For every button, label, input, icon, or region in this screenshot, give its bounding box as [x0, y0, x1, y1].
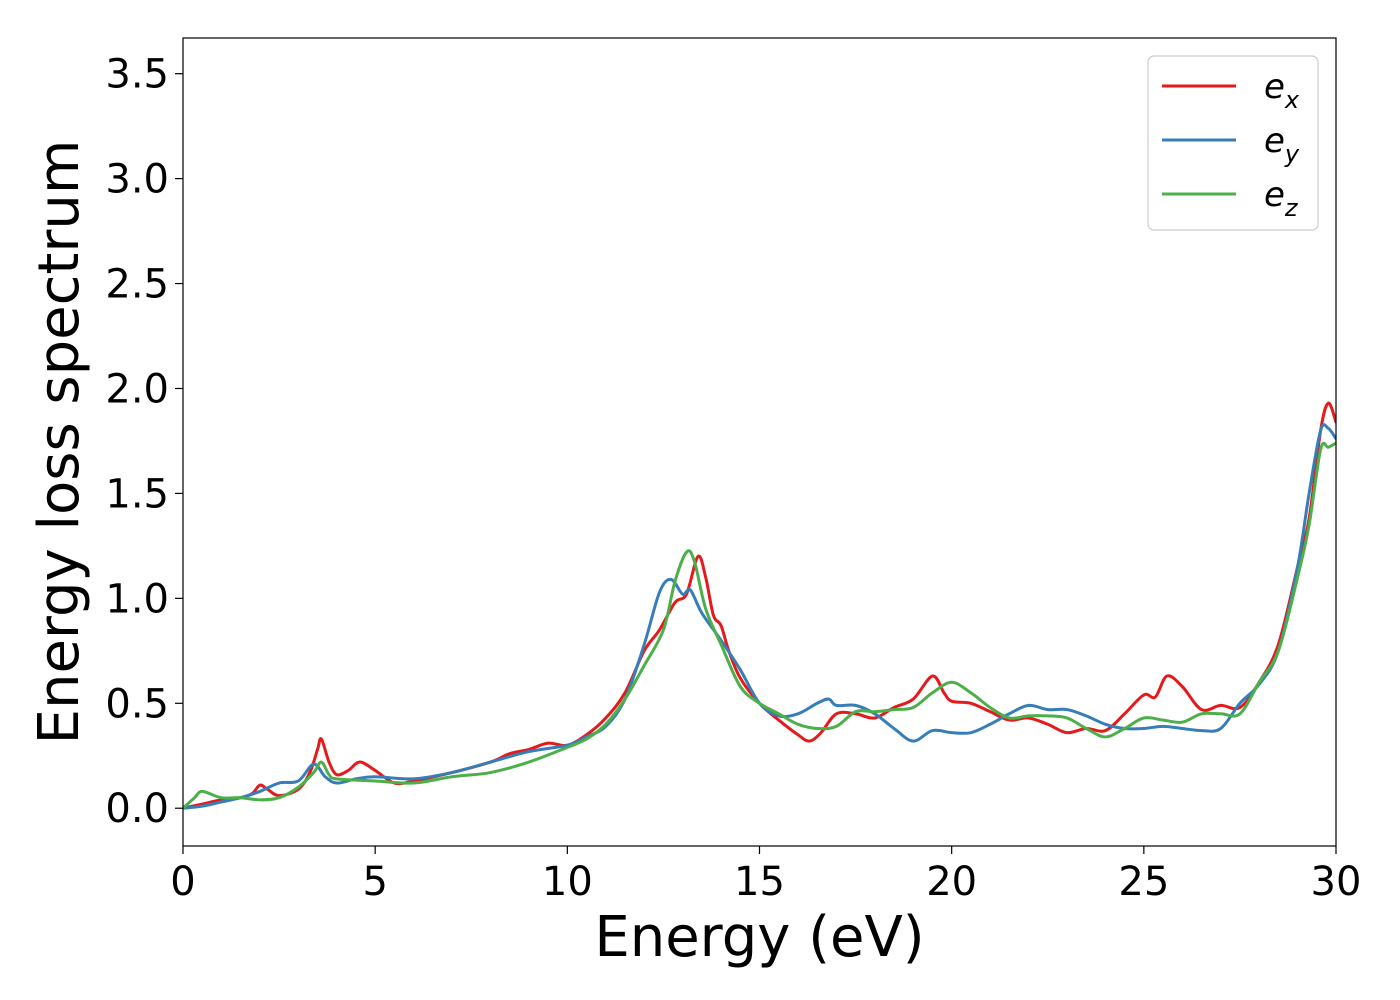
x-tick-label: 25: [1118, 859, 1169, 905]
y-tick-label: 0.5: [105, 681, 169, 727]
legend: ex ey ez: [1147, 55, 1319, 231]
x-tick-label: 15: [734, 859, 785, 905]
series-line-e-y: [183, 423, 1336, 810]
legend-box: [1147, 55, 1319, 231]
x-tick-label: 10: [542, 859, 593, 905]
legend-label: ey: [1264, 121, 1300, 168]
x-tick-label: 20: [926, 859, 977, 905]
ticks-layer: 0 5 10 15 20 25 30 0.0 0.5 1.0 1.5 2.0 2.5 3.0 3.5: [105, 52, 1361, 905]
legend-label: ex: [1264, 67, 1300, 114]
series-layer: [183, 401, 1336, 810]
y-tick-label: 2.0: [105, 366, 169, 412]
x-axis-label: Energy (eV): [594, 905, 924, 970]
y-axis-label: Energy loss spectrum: [27, 140, 92, 745]
y-tick-label: 3.0: [105, 157, 169, 203]
x-tick-label: 5: [362, 859, 387, 905]
y-tick-label: 2.5: [105, 262, 169, 308]
y-tick-label: 1.0: [105, 576, 169, 622]
y-tick-label: 1.5: [105, 471, 169, 517]
y-tick-label: 0.0: [105, 786, 169, 832]
series-line-e-x: [183, 401, 1336, 810]
x-tick-label: 0: [170, 859, 195, 905]
y-tick-label: 3.5: [105, 52, 169, 98]
x-tick-label: 30: [1311, 859, 1362, 905]
legend-label: ez: [1264, 175, 1299, 222]
series-line-e-z: [183, 441, 1336, 810]
